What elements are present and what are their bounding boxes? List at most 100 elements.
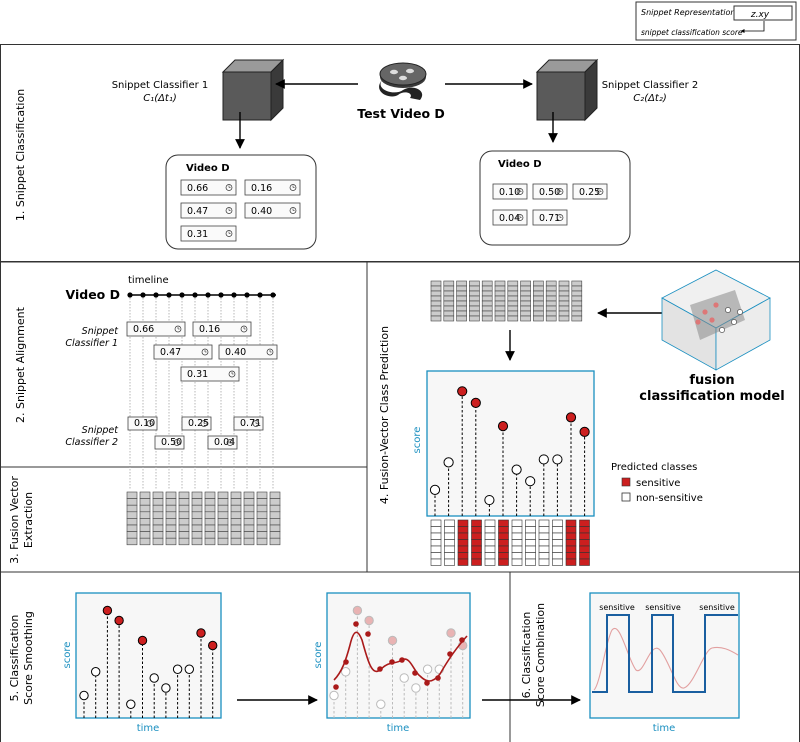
align-c1-label-1: Snippet [82,326,120,337]
smoothed-point [343,659,349,665]
lollipop [137,635,148,718]
clock-icon [556,214,564,221]
score-value: 0.31 [187,229,208,240]
score-value: 0.40 [251,206,272,217]
classifier-1-cube-icon [221,58,285,122]
raw-score-lollipops [79,605,218,718]
section-label-3a: 3. Fusion Vector [8,476,21,564]
class-vector [552,519,563,566]
section-label-4: 4. Fusion-Vector Class Prediction [378,326,391,504]
fusion-vector [191,491,203,546]
score-value: 0.16 [251,183,272,194]
classifier-1-formula: C₁(Δt₁) [143,93,177,104]
aligned-score-box: 0.71 [233,416,264,431]
timeline-point [140,292,146,298]
fusion-vector [520,280,531,322]
class-vector [565,519,577,566]
fusion-vector [545,280,557,322]
score-box: 0.71 [532,209,568,226]
prediction-lollipops [429,386,590,516]
fusion-vector [126,491,138,546]
clock-icon [228,370,236,378]
smoothed-point [447,651,453,657]
lollipop [114,615,124,718]
lollipop [352,605,363,718]
section-label-6b: Score Combination [534,603,547,707]
timeline-point [205,292,211,298]
score-value: 0.40 [225,347,246,358]
smoothed-time-axis-label: time [387,723,410,734]
legend-non-sensitive-swatch [621,492,631,502]
clock-icon [146,420,154,427]
fusion-model-cube-icon [661,269,771,371]
legend-sensitive-swatch [621,477,631,487]
raw-scores-chart-frame [75,592,222,719]
score-box: 0.40 [244,202,301,219]
fusion-vector [165,491,177,546]
section-label-5b: Score Smoothing [22,611,35,705]
fusion-vector [481,280,493,322]
timeline-point [127,292,133,298]
score-value: 0.04 [499,213,520,224]
classifier-2-name: Snippet Classifier 2 [602,80,699,91]
predicted-classes-title: Predicted classes [611,462,697,473]
lollipop [470,397,481,516]
clock-icon [225,207,233,214]
timeline-point [179,292,185,298]
fusion-vector [456,280,467,322]
fusion-vector [152,491,164,546]
smoothed-score-points [333,621,465,690]
score-value: 0.71 [539,213,560,224]
prediction-score-axis-label: score [412,427,423,454]
combined-smooth-curve [593,627,739,691]
clock-icon [201,348,209,356]
video-d-scores-1-panel [165,154,317,250]
score-value: 0.04 [214,437,235,448]
smoothed-chart-frame [326,592,471,719]
scores-1-group: 0.66 0.16 0.47 0.40 0.31 [180,179,301,242]
predicted-class-vectors [430,519,590,566]
lollipop [387,635,398,718]
representation-key: Snippet Representation: z.xy snippet cla… [635,1,797,41]
lollipop [79,690,89,718]
raw-time-axis-label: time [137,723,160,734]
key-caption: snippet classification score [641,28,743,37]
align-c1-label-2: Classifier 1 [65,338,118,349]
aligned-score-box: 0.16 [192,321,252,337]
timeline-label: timeline [128,275,169,286]
combination-label-1: sensitive [599,603,635,612]
clock-icon [266,348,274,356]
lollipop [399,673,409,718]
smoothed-point [333,684,339,690]
classifier-2-cube-icon [535,58,599,122]
lollipop [341,667,351,718]
class-vector [538,519,550,566]
class-vector [484,519,496,566]
aligned-score-box: 0.50 [154,435,185,450]
clock-icon [556,188,564,195]
lollipop [446,628,456,718]
align-c2-label-2: Classifier 2 [65,437,118,448]
fusion-vector [571,280,583,322]
lollipop [161,683,171,718]
combination-time-axis-label: time [653,723,676,734]
class-vector [457,519,469,566]
smoothed-point [389,659,395,665]
clock-icon [289,184,297,191]
section-label-3b: Extraction [22,492,35,548]
clock-icon [596,188,604,195]
fusion-vectors-input [430,280,583,322]
score-value: 0.66 [187,183,208,194]
score-value: 0.50 [161,437,182,448]
prediction-chart-frame [426,370,595,517]
score-box: 0.10 [492,183,528,200]
smoothed-score-axis-label: score [313,642,324,669]
clock-icon [225,184,233,191]
timeline-point [166,292,172,298]
combined-binary-signal [592,614,738,693]
lollipop [102,605,113,718]
lollipop [364,615,374,718]
lollipop [126,699,136,718]
timeline-point [257,292,263,298]
section-label-6a: 6. Classification [520,612,533,699]
